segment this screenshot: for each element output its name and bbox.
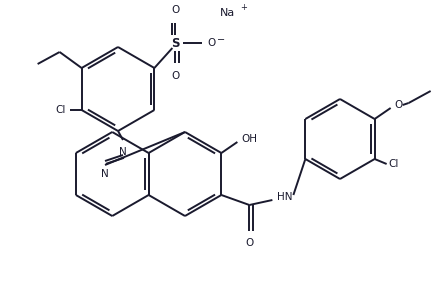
- Text: O: O: [395, 100, 403, 110]
- Text: O: O: [207, 38, 216, 48]
- Text: Na: Na: [220, 8, 235, 18]
- Text: −: −: [217, 35, 226, 45]
- Text: Cl: Cl: [388, 159, 399, 169]
- Text: O: O: [171, 71, 179, 81]
- Text: +: +: [240, 3, 247, 11]
- Text: HN: HN: [277, 192, 293, 202]
- Text: OH: OH: [241, 134, 257, 144]
- Text: S: S: [171, 36, 180, 49]
- Text: O: O: [171, 5, 179, 15]
- Text: Cl: Cl: [55, 105, 65, 115]
- Text: N: N: [119, 147, 127, 157]
- Text: O: O: [245, 238, 254, 248]
- Text: N: N: [101, 169, 109, 179]
